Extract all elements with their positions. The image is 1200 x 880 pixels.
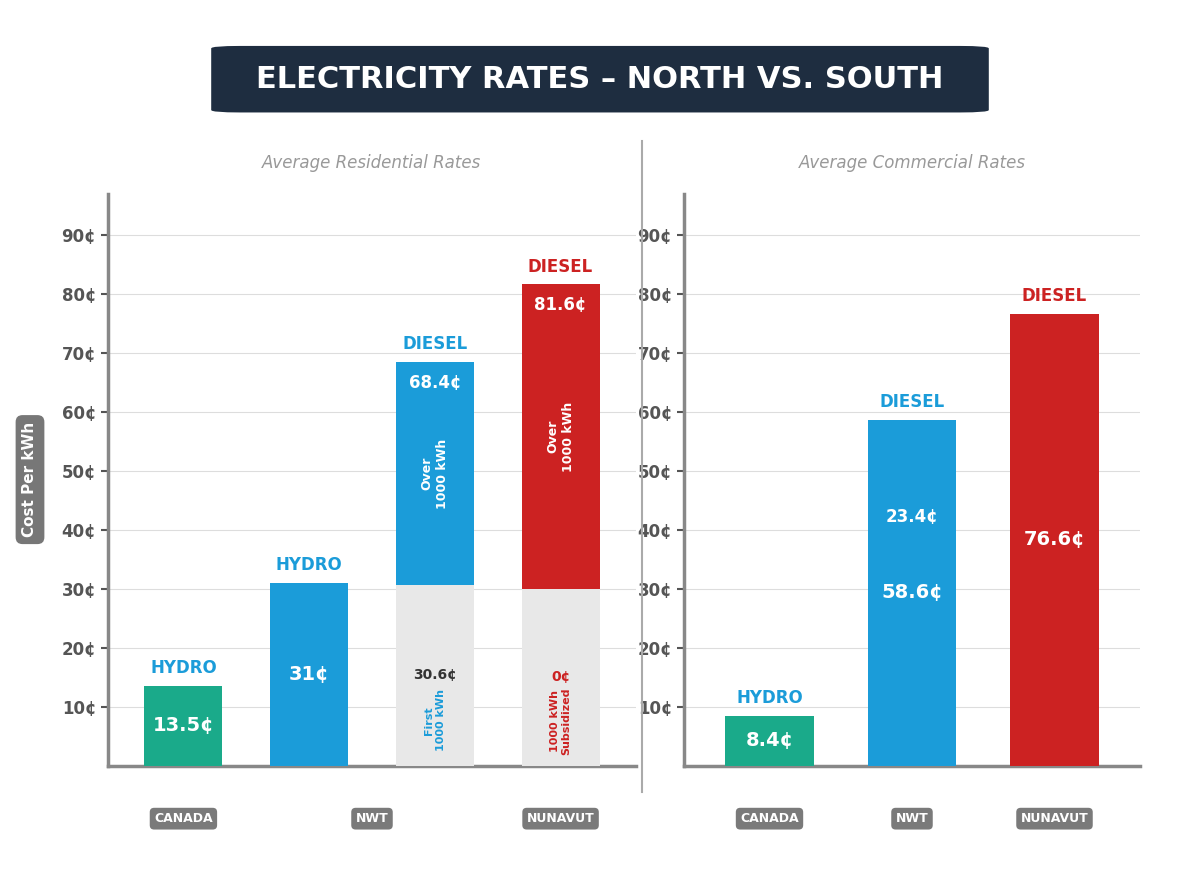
Bar bbox=[522, 589, 600, 766]
FancyBboxPatch shape bbox=[211, 46, 989, 113]
Text: 13.5¢: 13.5¢ bbox=[152, 716, 215, 736]
Text: First
1000 kWh: First 1000 kWh bbox=[424, 690, 445, 752]
Bar bbox=[144, 686, 222, 766]
Text: NWT: NWT bbox=[895, 812, 929, 825]
Text: 68.4¢: 68.4¢ bbox=[409, 374, 461, 392]
Text: NUNAVUT: NUNAVUT bbox=[527, 812, 594, 825]
Text: Over
1000 kWh: Over 1000 kWh bbox=[546, 401, 575, 472]
Text: 30.6¢: 30.6¢ bbox=[413, 669, 457, 682]
Bar bbox=[270, 583, 348, 766]
Text: HYDRO: HYDRO bbox=[878, 463, 946, 480]
Text: 81.6¢: 81.6¢ bbox=[534, 297, 587, 314]
Text: HYDRO: HYDRO bbox=[276, 556, 342, 574]
Text: DIESEL: DIESEL bbox=[528, 258, 593, 275]
Text: HYDRO: HYDRO bbox=[150, 659, 217, 677]
Text: 76.6¢: 76.6¢ bbox=[1024, 531, 1085, 549]
Text: Average Commercial Rates: Average Commercial Rates bbox=[798, 154, 1026, 172]
Bar bbox=[522, 284, 600, 589]
Bar bbox=[868, 420, 956, 766]
Text: 1000 kWh
Subsidized: 1000 kWh Subsidized bbox=[550, 687, 571, 755]
Text: 8.4¢: 8.4¢ bbox=[745, 731, 793, 751]
Text: 58.6¢: 58.6¢ bbox=[881, 583, 943, 602]
Bar bbox=[396, 585, 474, 766]
Text: NWT: NWT bbox=[355, 812, 389, 825]
Text: ELECTRICITY RATES – NORTH VS. SOUTH: ELECTRICITY RATES – NORTH VS. SOUTH bbox=[257, 65, 943, 93]
Text: Over
1000 kWh: Over 1000 kWh bbox=[421, 438, 449, 509]
Text: DIESEL: DIESEL bbox=[1022, 287, 1087, 305]
Bar bbox=[725, 716, 814, 766]
Text: NUNAVUT: NUNAVUT bbox=[1021, 812, 1088, 825]
Bar bbox=[396, 363, 474, 585]
Text: Average Residential Rates: Average Residential Rates bbox=[263, 154, 481, 172]
Text: CANADA: CANADA bbox=[154, 812, 212, 825]
Text: 0¢: 0¢ bbox=[551, 671, 570, 684]
Text: HYDRO: HYDRO bbox=[736, 689, 803, 708]
Text: DIESEL: DIESEL bbox=[880, 393, 944, 411]
Text: CANADA: CANADA bbox=[740, 812, 799, 825]
Text: DIESEL: DIESEL bbox=[402, 335, 468, 354]
Bar bbox=[1010, 314, 1099, 766]
Text: Cost Per kWh: Cost Per kWh bbox=[23, 422, 37, 537]
Text: 31¢: 31¢ bbox=[289, 664, 330, 684]
Text: 23.4¢: 23.4¢ bbox=[886, 508, 938, 525]
